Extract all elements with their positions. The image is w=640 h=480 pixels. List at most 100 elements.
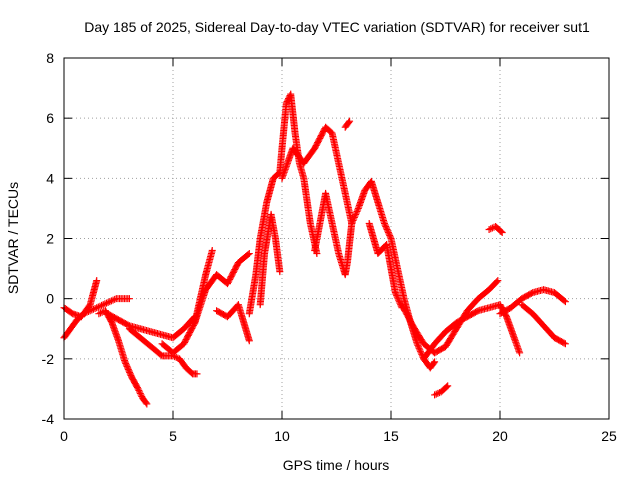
data-point xyxy=(350,213,358,221)
series-arc-13 xyxy=(341,117,354,131)
data-point xyxy=(430,359,438,367)
data-point xyxy=(381,221,389,229)
data-point xyxy=(413,340,421,348)
data-point xyxy=(345,118,353,126)
y-tick-label: 6 xyxy=(46,110,54,126)
series-arc-14 xyxy=(348,177,439,372)
series-arc-11 xyxy=(278,123,356,227)
data-point xyxy=(193,370,201,378)
data-point xyxy=(431,358,439,366)
data-point xyxy=(391,289,399,297)
series-arc-12 xyxy=(311,189,356,279)
data-point xyxy=(125,295,133,303)
data-point xyxy=(124,365,132,373)
data-point xyxy=(244,251,252,259)
data-point xyxy=(498,228,506,236)
data-point xyxy=(352,210,360,218)
data-point xyxy=(561,298,569,306)
data-point xyxy=(380,219,388,227)
data-point xyxy=(348,218,356,226)
data-point xyxy=(395,296,403,304)
y-axis-label: SDTVAR / TECUs xyxy=(5,182,21,294)
data-point xyxy=(354,206,362,214)
data-point xyxy=(384,227,392,235)
x-axis-label: GPS time / hours xyxy=(283,457,390,473)
data-point xyxy=(136,389,144,397)
data-point xyxy=(122,361,130,369)
data-point xyxy=(107,297,115,305)
data-point xyxy=(443,383,451,391)
data-points xyxy=(60,90,569,408)
data-point xyxy=(94,303,102,311)
data-point xyxy=(560,339,568,347)
data-point xyxy=(208,247,216,255)
series-arc-5 xyxy=(125,325,201,378)
data-point xyxy=(384,228,392,236)
y-tick-label: -2 xyxy=(42,351,55,367)
x-tick-label: 5 xyxy=(169,428,177,444)
data-point xyxy=(382,222,390,230)
series-arc-21 xyxy=(496,286,569,318)
y-tick-label: 0 xyxy=(46,291,54,307)
data-point xyxy=(136,388,144,396)
data-point xyxy=(346,117,354,125)
data-point xyxy=(485,225,493,233)
data-point xyxy=(497,227,505,235)
axis-ticks: 0 5 10 15 20 25 -4 -2 0 2 4 6 8 xyxy=(42,50,617,444)
data-point xyxy=(432,390,440,398)
data-point xyxy=(93,277,101,285)
x-tick-label: 25 xyxy=(601,428,617,444)
data-point xyxy=(431,391,439,399)
data-point xyxy=(434,389,442,397)
series-arc-16 xyxy=(398,277,502,357)
series-arc-4 xyxy=(104,310,199,342)
data-point xyxy=(561,340,569,348)
data-point xyxy=(392,290,400,298)
data-point xyxy=(245,337,253,345)
series-arc-22 xyxy=(518,301,569,348)
data-point xyxy=(134,385,142,393)
series-arc-1 xyxy=(60,295,133,342)
data-point xyxy=(415,344,423,352)
data-point xyxy=(103,299,111,307)
data-point xyxy=(383,225,391,233)
data-point xyxy=(385,230,393,238)
data-point xyxy=(104,298,112,306)
data-point xyxy=(276,268,284,276)
x-tick-label: 20 xyxy=(492,428,508,444)
series-arc-20 xyxy=(496,301,524,357)
data-point xyxy=(99,301,107,309)
data-point xyxy=(137,391,145,399)
y-tick-label: 4 xyxy=(46,170,54,186)
series-arc-9 xyxy=(245,90,321,318)
series-arc-15 xyxy=(365,219,406,312)
series-arc-6 xyxy=(158,247,216,357)
data-point xyxy=(393,292,401,300)
data-point xyxy=(416,347,424,355)
data-point xyxy=(89,305,97,313)
data-point xyxy=(106,298,114,306)
data-point xyxy=(416,346,424,354)
data-point xyxy=(349,216,357,224)
data-point xyxy=(97,309,105,317)
data-point xyxy=(91,304,99,312)
data-point xyxy=(487,225,495,233)
data-point xyxy=(351,212,359,220)
data-point xyxy=(350,215,358,223)
data-point xyxy=(494,277,502,285)
data-point xyxy=(414,341,422,349)
data-point xyxy=(417,349,425,357)
data-point xyxy=(382,224,390,232)
x-tick-label: 10 xyxy=(274,428,290,444)
data-point xyxy=(172,353,180,361)
chart-title: Day 185 of 2025, Sidereal Day-to-day VTE… xyxy=(84,19,590,35)
data-point xyxy=(121,358,129,366)
series-arc-19 xyxy=(485,222,506,236)
data-point xyxy=(386,233,394,241)
data-point xyxy=(516,349,524,357)
data-point xyxy=(109,296,117,304)
series-arc-18 xyxy=(431,382,452,399)
data-point xyxy=(493,278,501,286)
data-point xyxy=(125,367,133,375)
